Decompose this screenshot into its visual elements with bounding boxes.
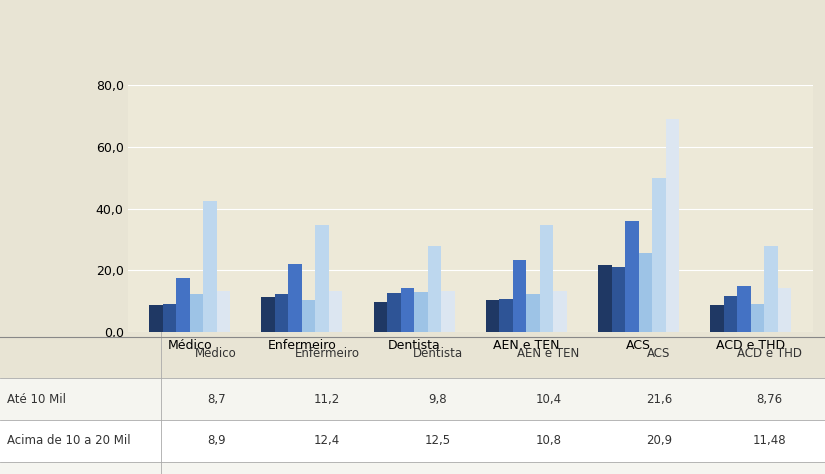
Text: AEN e TEN: AEN e TEN <box>517 346 579 360</box>
Bar <box>302 301 315 332</box>
Text: 8,76: 8,76 <box>757 392 783 406</box>
Bar <box>710 305 724 332</box>
Text: 20,9: 20,9 <box>646 434 672 447</box>
Bar <box>262 297 275 332</box>
Bar <box>598 265 611 332</box>
Text: Até 10 Mil: Até 10 Mil <box>7 392 66 406</box>
Bar <box>724 296 738 332</box>
Bar <box>778 288 791 332</box>
Bar <box>764 246 778 332</box>
Bar <box>427 246 441 332</box>
Bar <box>625 221 639 332</box>
FancyBboxPatch shape <box>0 462 825 474</box>
Bar <box>289 264 302 332</box>
Bar <box>149 305 163 332</box>
Text: 12,5: 12,5 <box>425 434 450 447</box>
Text: Acima de 10 a 20 Mil: Acima de 10 a 20 Mil <box>7 434 130 447</box>
Bar <box>387 293 401 332</box>
Text: 9,8: 9,8 <box>428 392 447 406</box>
Text: 10,8: 10,8 <box>535 434 561 447</box>
Bar <box>639 253 652 332</box>
Bar <box>611 267 625 332</box>
Text: ACD e THD: ACD e THD <box>738 346 802 360</box>
Bar <box>751 304 764 332</box>
FancyBboxPatch shape <box>0 420 825 462</box>
Text: 8,7: 8,7 <box>207 392 225 406</box>
Bar <box>499 299 513 332</box>
Bar <box>486 300 499 332</box>
Text: 10,4: 10,4 <box>535 392 561 406</box>
Text: 8,9: 8,9 <box>207 434 225 447</box>
Bar <box>441 291 455 332</box>
Text: Dentista: Dentista <box>412 346 463 360</box>
Bar <box>177 279 190 332</box>
Bar <box>329 291 342 332</box>
Bar <box>513 260 526 332</box>
FancyBboxPatch shape <box>0 378 825 420</box>
Text: ACS: ACS <box>648 346 671 360</box>
Text: 21,6: 21,6 <box>646 392 672 406</box>
Text: Médico: Médico <box>196 346 237 360</box>
Bar <box>526 294 540 332</box>
Bar <box>163 304 177 332</box>
Bar <box>374 301 387 332</box>
Text: 12,4: 12,4 <box>314 434 340 447</box>
Bar <box>540 225 554 332</box>
Bar <box>216 291 230 332</box>
Bar <box>666 118 679 332</box>
Bar <box>554 291 567 332</box>
Bar <box>414 292 427 332</box>
Text: Enfermeiro: Enfermeiro <box>295 346 360 360</box>
Bar <box>203 201 216 332</box>
Text: 11,48: 11,48 <box>753 434 786 447</box>
Text: 11,2: 11,2 <box>314 392 340 406</box>
Bar <box>275 293 289 332</box>
Bar <box>401 288 414 332</box>
Bar <box>652 178 666 332</box>
Bar <box>738 285 751 332</box>
Bar <box>190 294 203 332</box>
Bar <box>315 225 329 332</box>
